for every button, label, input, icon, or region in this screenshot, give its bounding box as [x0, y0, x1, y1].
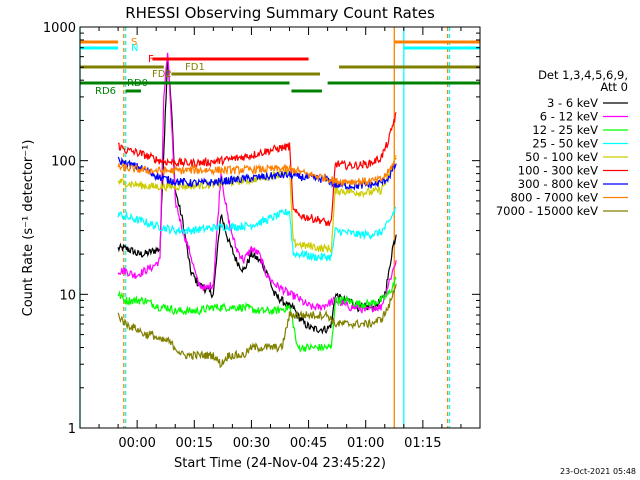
legend-header-line-1: Det 1,3,4,5,6,9, [538, 68, 628, 82]
flag-label-rd6: RD6 [95, 86, 116, 97]
legend-label-2: 12 - 25 keV [532, 123, 598, 137]
x-tick-label-3: 00:45 [290, 436, 327, 451]
x-axis-ticks: 00:00 00:15 00:30 00:45 01:00 01:15 [79, 27, 481, 451]
x-tick-label-5: 01:15 [404, 436, 441, 451]
y-tick-label-3: 1000 [43, 21, 76, 36]
y-tick-label-1: 10 [59, 288, 76, 303]
series-lines [117, 52, 397, 369]
flag-label-rd0: RD0 [127, 78, 148, 89]
series-line-1 [117, 52, 397, 314]
series-line-3 [117, 206, 397, 262]
flag-label-f: F [148, 54, 154, 65]
flag-bars: SNF FD1 FD2 RD0 RD6 [80, 37, 480, 97]
flag-label-fd1: FD1 [185, 62, 205, 73]
y-tick-label-0: 1 [68, 422, 76, 437]
legend-label-6: 300 - 800 keV [518, 177, 598, 191]
y-axis-label: Count Rate (s⁻¹ detector⁻¹) [21, 140, 36, 317]
x-axis-label: Start Time (24-Nov-04 23:45:22) [174, 456, 386, 471]
plot-frame [79, 26, 481, 429]
legend-label-1: 6 - 12 keV [540, 110, 598, 124]
footer-timestamp: 23-Oct-2021 05:48 [560, 467, 636, 476]
series-line-8 [117, 283, 397, 369]
legend-label-7: 800 - 7000 keV [510, 191, 598, 205]
x-tick-label-4: 01:00 [347, 436, 384, 451]
x-tick-label-2: 00:30 [233, 436, 270, 451]
x-tick-label-1: 00:15 [176, 436, 213, 451]
y-axis-ticks: 1 10 100 1000 [43, 21, 480, 437]
legend-label-8: 7000 - 15000 keV [496, 204, 598, 218]
flag-label-s: S [131, 37, 137, 48]
x-tick-label-0: 00:00 [118, 436, 155, 451]
series-line-2 [117, 275, 397, 353]
series-line-6 [117, 156, 397, 191]
series-line-5 [117, 111, 397, 227]
legend-label-4: 50 - 100 keV [525, 150, 598, 164]
chart-title: RHESSI Observing Summary Count Rates [125, 4, 435, 22]
legend-label-3: 25 - 50 keV [532, 137, 598, 151]
legend-label-5: 100 - 300 keV [518, 164, 598, 178]
legend-header-line-2: Att 0 [600, 80, 628, 94]
flag-label-fd2: FD2 [152, 69, 172, 80]
series-line-7 [117, 157, 397, 187]
y-tick-label-2: 100 [51, 155, 76, 170]
legend-label-0: 3 - 6 keV [547, 96, 598, 110]
flag-label-n: N [131, 43, 138, 54]
series-line-0 [117, 58, 397, 335]
